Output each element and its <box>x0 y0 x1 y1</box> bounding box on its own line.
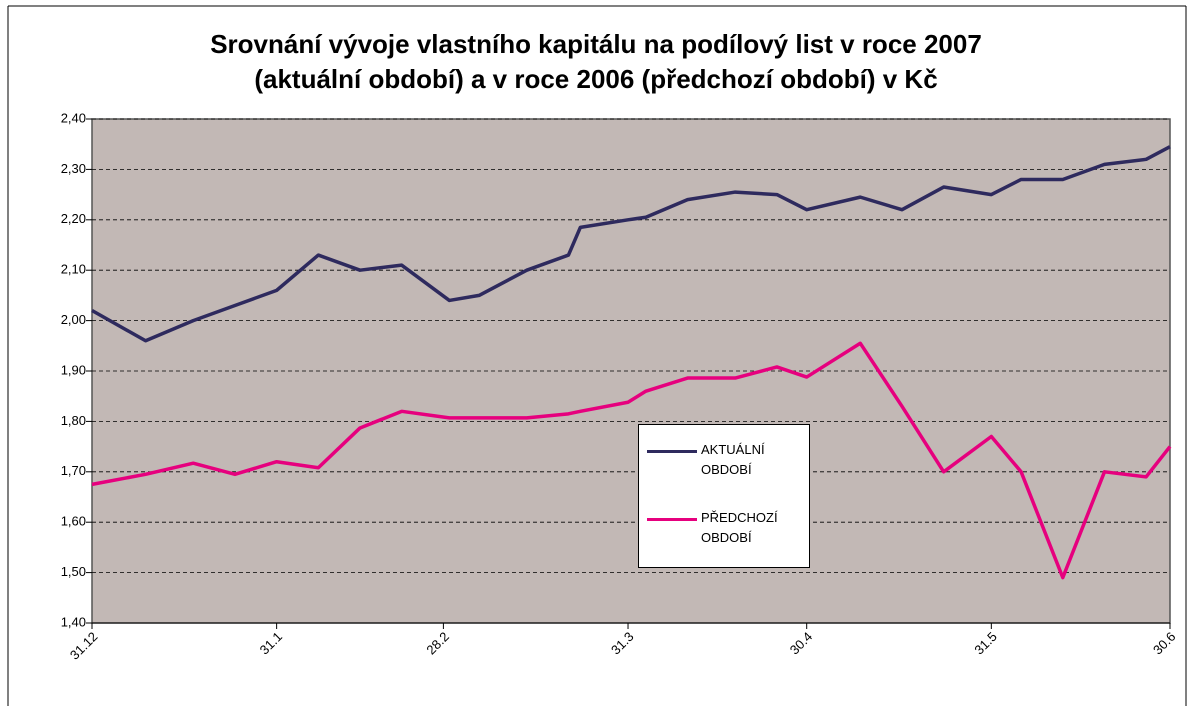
chart-title: Srovnání vývoje vlastního kapitálu na po… <box>210 29 982 59</box>
legend-entry: PŘEDCHOZÍ OBDOBÍ <box>647 510 796 548</box>
y-tick-label: 1,40 <box>61 614 86 629</box>
chart-subtitle: (aktuální období) a v roce 2006 (předcho… <box>254 64 937 94</box>
legend-label: PŘEDCHOZÍ OBDOBÍ <box>701 510 778 545</box>
y-tick-label: 1,70 <box>61 463 86 478</box>
x-tick-label: 30.6 <box>1150 629 1179 658</box>
y-tick-label: 1,60 <box>61 514 86 529</box>
legend-swatch <box>647 450 697 453</box>
y-tick-label: 1,50 <box>61 564 86 579</box>
x-tick-label: 31.3 <box>608 629 637 658</box>
y-tick-label: 1,80 <box>61 413 86 428</box>
y-tick-label: 2,00 <box>61 312 86 327</box>
x-tick-label: 31.5 <box>971 629 1000 658</box>
x-tick-label: 28.2 <box>423 629 452 658</box>
x-tick-label: 31.12 <box>67 629 101 663</box>
series-line <box>91 145 1171 343</box>
legend-swatch <box>647 518 697 521</box>
legend-label: AKTUÁLNÍ OBDOBÍ <box>701 442 765 477</box>
series-line <box>91 341 1172 580</box>
x-tick-label: 31.1 <box>257 629 286 658</box>
legend: AKTUÁLNÍ OBDOBÍ PŘEDCHOZÍ OBDOBÍ <box>638 424 810 568</box>
y-tick-label: 1,90 <box>61 362 86 377</box>
y-tick-label: 2,10 <box>61 262 86 277</box>
x-tick-label: 30.4 <box>787 629 816 658</box>
legend-entry: AKTUÁLNÍ OBDOBÍ <box>647 442 796 480</box>
y-tick-label: 2,30 <box>61 161 86 176</box>
y-tick-label: 2,20 <box>61 211 86 226</box>
y-tick-label: 2,40 <box>61 110 86 125</box>
